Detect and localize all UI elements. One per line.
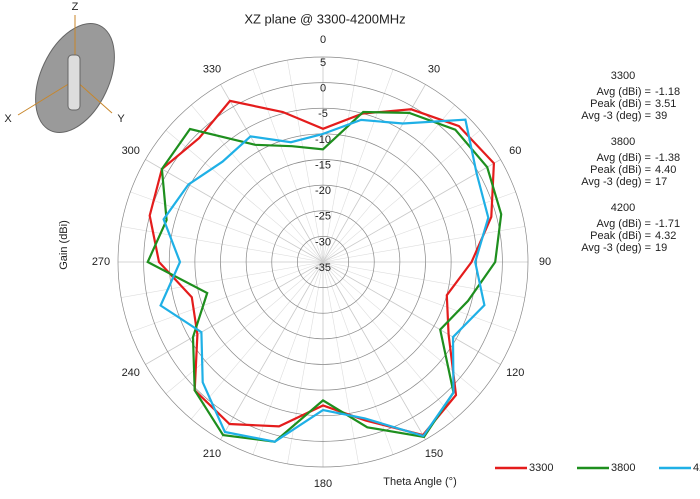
theta-tick-label: 0 <box>320 34 326 46</box>
stats-label: Avg (dBi) = <box>596 86 651 98</box>
stats-value: -1.38 <box>655 152 680 164</box>
stats-heading: 3300 <box>611 70 635 82</box>
theta-tick-label: 60 <box>509 145 521 157</box>
stats-label: Avg -3 (deg) = <box>581 176 651 188</box>
r-tick-label: -5 <box>318 108 328 120</box>
r-grid-ring <box>117 56 529 468</box>
stats-heading: 3800 <box>611 136 635 148</box>
stats-label: Avg (dBi) = <box>596 152 651 164</box>
r-axis-label: Gain (dBi) <box>58 220 70 270</box>
theta-tick-label: 180 <box>314 478 332 490</box>
stats-label: Avg (dBi) = <box>596 218 651 230</box>
series-line <box>146 110 503 443</box>
r-tick-label: -15 <box>315 159 331 171</box>
r-grid-ring <box>271 210 375 314</box>
stats-label: Avg -3 (deg) = <box>581 242 651 254</box>
theta-tick-label: 150 <box>425 448 443 460</box>
icon-label: Y <box>117 113 125 125</box>
series-line <box>159 118 490 443</box>
legend-label: 4200 <box>693 462 700 474</box>
stats-value: 4.32 <box>655 230 676 242</box>
r-tick-label: -25 <box>315 211 331 223</box>
r-tick-label: 0 <box>320 83 326 95</box>
stats-value: 4.40 <box>655 164 676 176</box>
r-grid-ring <box>245 184 401 340</box>
theta-tick-label: 90 <box>539 256 551 268</box>
stats-value: -1.71 <box>655 218 680 230</box>
stats-value: 39 <box>655 110 667 122</box>
r-tick-label: -20 <box>315 185 331 197</box>
r-tick-label: 5 <box>320 57 326 69</box>
theta-tick-label: 120 <box>506 367 524 379</box>
stats-label: Peak (dBi) = <box>590 164 651 176</box>
stats-label: Avg -3 (deg) = <box>581 110 651 122</box>
r-tick-label: -10 <box>315 134 331 146</box>
antenna-icon: Z X Y <box>4 1 125 133</box>
theta-tick-label: 270 <box>92 256 110 268</box>
r-tick-label: -30 <box>315 236 331 248</box>
stats-label: Peak (dBi) = <box>590 98 651 110</box>
theta-tick-label: 330 <box>203 64 221 76</box>
r-grid-ring <box>168 107 478 417</box>
stats-value: 17 <box>655 176 667 188</box>
legend-label: 3300 <box>529 462 553 474</box>
icon-antenna <box>67 54 81 111</box>
theta-tick-label: 210 <box>203 448 221 460</box>
r-grid-ring <box>220 159 426 365</box>
theta-tick-label: 300 <box>122 145 140 157</box>
stats-value: 19 <box>655 242 667 254</box>
r-grid-ring <box>143 82 503 442</box>
chart-title: XZ plane @ 3300-4200MHz <box>244 11 405 26</box>
r-tick-label: -35 <box>315 262 331 274</box>
stats-value: 3.51 <box>655 98 676 110</box>
icon-label: Z <box>72 1 79 13</box>
icon-axis <box>17 79 76 116</box>
theta-tick-label: 30 <box>428 64 440 76</box>
stats-label: Peak (dBi) = <box>590 230 651 242</box>
legend-label: 3800 <box>611 462 635 474</box>
theta-axis-label: Theta Angle (°) <box>383 476 457 488</box>
icon-axis <box>74 79 113 114</box>
theta-tick-label: 240 <box>122 367 140 379</box>
icon-label: X <box>4 113 12 125</box>
stats-heading: 4200 <box>611 202 635 214</box>
stats-value: -1.18 <box>655 86 680 98</box>
r-grid-ring <box>297 236 349 288</box>
